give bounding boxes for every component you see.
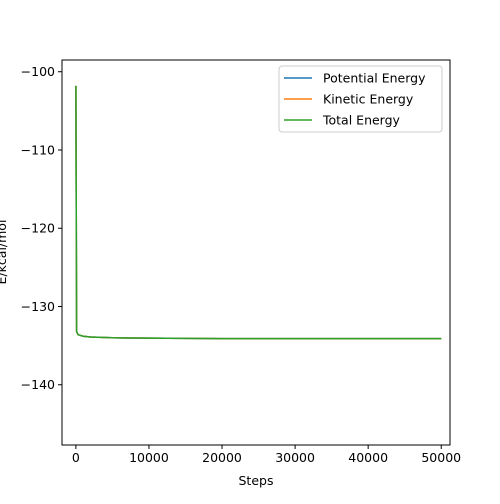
y-tick-label: −120: [21, 221, 55, 236]
x-tick-label: 0: [72, 450, 80, 465]
axes-frame: [61, 59, 451, 446]
legend-label: Total Energy: [322, 113, 401, 128]
legend-label: Potential Energy: [323, 71, 426, 86]
y-axis-label: E/kcal/mol: [0, 220, 9, 285]
x-tick-label: 10000: [129, 450, 169, 465]
x-tick-label: 30000: [275, 450, 315, 465]
line: [75, 85, 442, 340]
y-tick-label: −130: [21, 299, 55, 314]
y-tick-label: −100: [21, 64, 55, 79]
x-tick-label: 20000: [202, 450, 242, 465]
x-tick-label: 50000: [421, 450, 461, 465]
y-tick-label: −140: [21, 377, 55, 392]
legend-box: [278, 65, 443, 133]
legend-label: Kinetic Energy: [323, 92, 414, 107]
y-tick-label: −110: [21, 142, 55, 157]
x-tick-label: 40000: [348, 450, 388, 465]
x-axis-label: Steps: [239, 473, 274, 488]
